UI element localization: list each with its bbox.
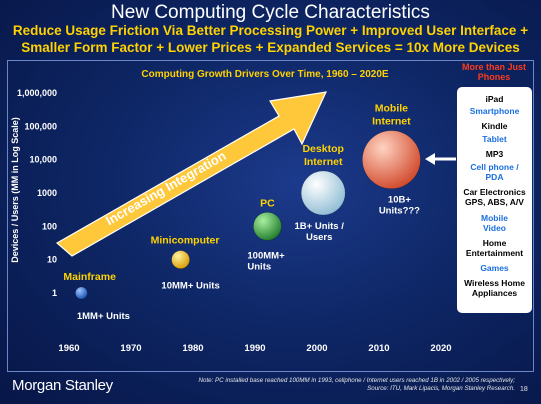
side-panel-item: Mobile Video <box>457 213 532 233</box>
point-name-word: Mobile <box>375 103 408 115</box>
side-panel-item-line: Appliances <box>471 287 518 298</box>
y-tick-label: 1000 <box>37 188 57 198</box>
y-tick-label: 10 <box>47 255 57 265</box>
x-tick-label: 1960 <box>58 343 79 354</box>
data-point-bubble <box>171 250 190 269</box>
data-point-bubble <box>75 286 88 300</box>
side-panel-item-line: PDA <box>485 171 504 182</box>
arrow-annotation: Increasing Integration <box>103 148 228 228</box>
side-panel-item: Kindle <box>481 121 508 131</box>
side-panel-item-line: Cell phone / <box>470 162 519 172</box>
arrow-shape <box>55 91 328 257</box>
side-panel-header: More than Just Phones <box>461 62 526 82</box>
slide-title: New Computing Cycle Characteristics <box>111 2 430 23</box>
side-panel-item: Games <box>480 263 509 273</box>
side-panel-item-line: Car Electronics <box>463 187 526 197</box>
side-panel-item-line: Mobile <box>481 213 508 223</box>
point-units-line: 100MM+ <box>247 250 285 261</box>
point-name-label: Mainframe <box>63 271 116 283</box>
side-panel-item-line: GPS, ABS, A/V <box>465 196 524 207</box>
point-units-label: 100MM+ Units <box>247 250 285 272</box>
point-units-line: Users <box>306 232 332 243</box>
side-panel-item: MP3 <box>485 149 504 159</box>
side-panel-item-line: Wireless Home <box>464 278 525 288</box>
footer-note: Note: PC installed base reached 100MM in… <box>160 377 515 393</box>
side-panel-item: Smartphone <box>469 106 520 116</box>
point-name-word: Internet <box>304 156 343 168</box>
point-units-line: 1MM+ Units <box>77 311 130 322</box>
y-axis-label: Devices / Users (MM in Log Scale) <box>10 117 20 263</box>
axes: 1960 1970 1980 1990 2000 2010 2020 1 10 100 1000 10… <box>17 88 452 354</box>
point-units-label: 1B+ Units / Users <box>295 221 345 243</box>
side-panel-pointer-arrow <box>425 153 456 165</box>
x-tick-label: 2010 <box>368 343 389 354</box>
side-panel-item: Home Entertainment <box>457 238 532 258</box>
point-name-word: PC <box>260 197 275 209</box>
y-tick-label: 1 <box>52 288 57 298</box>
chart-panel-border <box>7 60 534 372</box>
y-tick-label: 100,000 <box>24 121 57 131</box>
x-tick-label: 2000 <box>306 343 327 354</box>
footer-note-line1: Note: PC installed base reached 100MM in… <box>198 377 515 384</box>
side-panel-item-line: Entertainment <box>465 247 524 258</box>
data-marks: Mainframe 1MM+ Units Minicomputer 10MM+ Uni… <box>63 103 421 322</box>
point-name-word: Internet <box>372 116 411 128</box>
footer-note-line2: Source: ITU, Mark Lipacis, Morgan Stanle… <box>367 385 515 392</box>
point-units-line: 10MM+ Units <box>161 281 219 292</box>
side-panel-item: Cell phone / PDA <box>457 162 532 182</box>
side-panel-item-line: Home <box>482 238 507 248</box>
side-panel-item: Car Electronics GPS, ABS, A/V <box>457 187 532 207</box>
y-tick-label: 10,000 <box>29 155 57 165</box>
side-panel-item: Tablet <box>482 134 507 144</box>
integration-arrow: Increasing Integration <box>55 91 328 257</box>
x-tick-label: 1970 <box>120 343 141 354</box>
point-units-label: 10MM+ Units <box>161 281 219 292</box>
page-number: 18 <box>520 386 528 393</box>
side-panel-item: Wireless Home Appliances <box>457 278 532 298</box>
point-units-line: 10B+ <box>388 195 411 206</box>
point-name-label: Mobile Internet <box>372 103 411 128</box>
morgan-stanley-logo: Morgan Stanley <box>12 377 113 394</box>
point-name-word: Desktop <box>302 143 343 155</box>
point-name-label: PC <box>260 197 275 209</box>
data-point-bubble <box>362 130 421 189</box>
point-units-line: Units <box>247 261 271 272</box>
point-units-line: Units??? <box>379 206 420 217</box>
y-tick-label: 1,000,000 <box>17 88 57 98</box>
point-units-line: 1B+ Units / <box>295 221 345 232</box>
chart-title: Computing Growth Drivers Over Time, 1960… <box>141 69 388 80</box>
data-point-bubble <box>253 212 282 241</box>
slide-subtitle-line1: Reduce Usage Friction Via Better Process… <box>12 23 529 38</box>
x-tick-label: 1990 <box>244 343 265 354</box>
side-panel-item: iPad <box>485 94 504 104</box>
side-panel: iPad Smartphone Kindle Tablet MP3 Cell phone … <box>457 87 532 313</box>
point-units-label: 1MM+ Units <box>77 311 130 322</box>
x-tick-label: 1980 <box>182 343 203 354</box>
point-name-label: Desktop Internet <box>302 143 343 168</box>
point-name-label: Minicomputer <box>151 235 220 247</box>
x-tick-label: 2020 <box>430 343 451 354</box>
point-units-label: 10B+ Units??? <box>379 195 420 217</box>
slide-subtitle-line2: Smaller Form Factor + Lower Prices + Exp… <box>21 40 520 55</box>
data-point-bubble <box>300 170 346 216</box>
y-tick-label: 100 <box>42 221 57 231</box>
side-panel-item-line: Video <box>483 222 506 233</box>
